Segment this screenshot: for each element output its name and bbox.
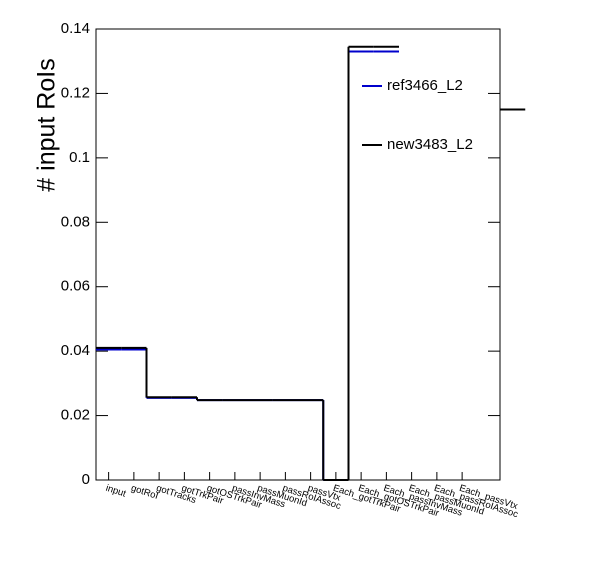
y-tick-label: 0.02 xyxy=(61,407,90,424)
y-tick-label: 0.14 xyxy=(61,20,90,37)
legend-label: ref3466_L2 xyxy=(387,77,463,94)
y-tick-label: 0 xyxy=(82,471,90,488)
frame xyxy=(95,28,501,481)
y-axis-label: # input RoIs xyxy=(33,58,61,191)
legend-label: new3483_L2 xyxy=(387,136,473,153)
y-tick-label: 0.12 xyxy=(61,84,90,101)
y-tick-label: 0.04 xyxy=(61,342,90,359)
y-tick-label: 0.06 xyxy=(61,278,90,295)
y-tick-label: 0.1 xyxy=(69,149,90,166)
y-tick-label: 0.08 xyxy=(61,213,90,230)
x-tick-label: input xyxy=(104,483,127,500)
